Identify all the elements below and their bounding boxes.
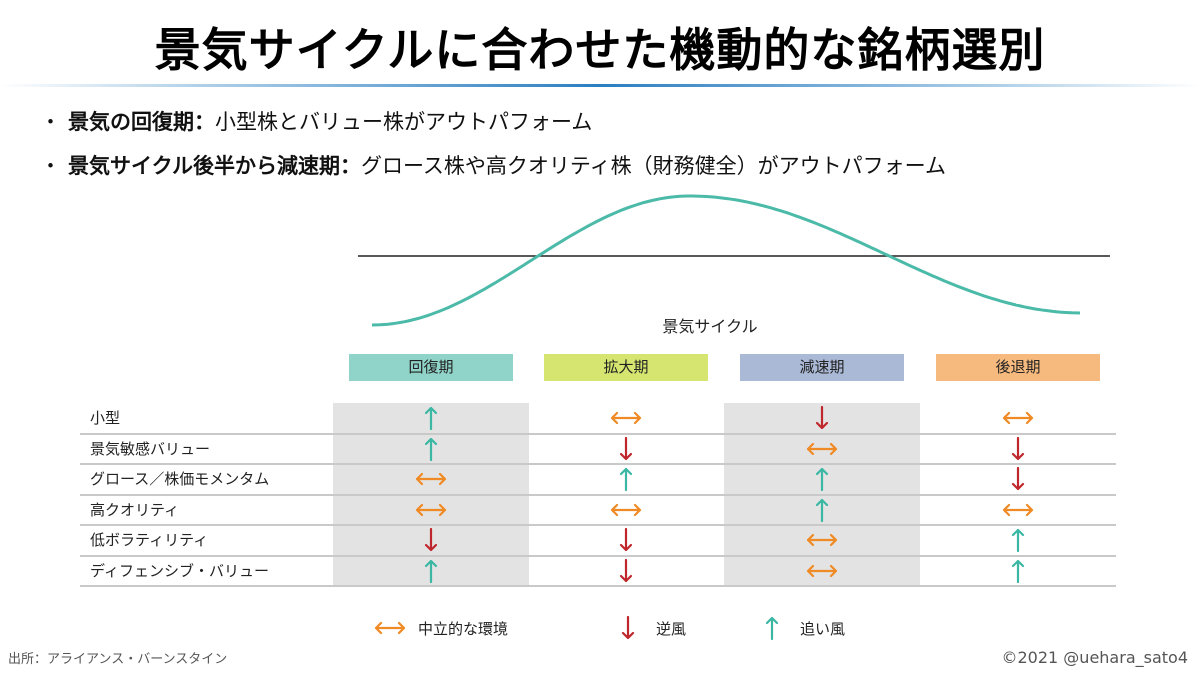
down-arrow-icon [815, 405, 829, 430]
neutral-arrow-icon [610, 503, 642, 516]
row-divider [80, 524, 1116, 526]
legend-symbol [608, 615, 648, 641]
signal-cell [596, 403, 656, 433]
up-arrow-icon [424, 559, 438, 583]
bullet-marker: ・ [40, 154, 61, 178]
row-label: 低ボラティリティ [90, 531, 209, 549]
signal-cell [401, 464, 461, 494]
neutral-arrow-icon [1002, 411, 1034, 425]
legend-label: 逆風 [656, 619, 687, 638]
legend-item-up: 追い風 [752, 614, 845, 642]
bullet-heading: 景気の回復期： [68, 110, 215, 134]
signal-cell [401, 403, 461, 433]
signal-cell [792, 403, 852, 433]
down-arrow-icon [1011, 466, 1025, 491]
down-arrow-icon [619, 436, 633, 460]
signal-cell [596, 464, 656, 494]
signal-cell [988, 464, 1048, 494]
signal-cell [988, 434, 1048, 464]
signal-cell [792, 464, 852, 494]
up-arrow-icon [1011, 528, 1025, 553]
up-arrow-icon [619, 467, 633, 492]
phase-header: 減速期 [740, 354, 904, 381]
signal-cell [988, 525, 1048, 555]
signal-cell [988, 495, 1048, 525]
phase-header: 回復期 [349, 354, 513, 381]
row-label: グロース／株価モメンタム [90, 470, 270, 488]
neutral-arrow-icon [806, 533, 838, 547]
signal-cell [401, 525, 461, 555]
signal-cell [401, 556, 461, 586]
bullet-heading: 景気サイクル後半から減速期： [68, 154, 361, 178]
neutral-arrow-icon [1002, 503, 1034, 516]
title-divider [0, 84, 1200, 87]
signal-cell [988, 403, 1048, 433]
signal-cell [401, 495, 461, 525]
up-arrow-icon [815, 467, 829, 492]
down-arrow-icon [1011, 436, 1025, 460]
down-arrow-icon [621, 615, 635, 640]
bullet-text: グロース株や高クオリティ株（財務健全）がアウトパフォーム [360, 154, 947, 178]
row-label: 小型 [90, 409, 121, 427]
row-divider [80, 463, 1116, 465]
bullet-list: ・景気の回復期：小型株とバリュー株がアウトパフォーム ・景気サイクル後半から減速… [40, 104, 946, 192]
signal-cell [596, 556, 656, 586]
neutral-arrow-icon [415, 503, 447, 516]
legend-item-neutral: 中立的な環境 [370, 614, 508, 642]
bullet-item: ・景気の回復期：小型株とバリュー株がアウトパフォーム [40, 104, 946, 148]
signal-cell [596, 434, 656, 464]
neutral-arrow-icon [415, 472, 447, 486]
down-arrow-icon [619, 527, 633, 552]
up-arrow-icon [1011, 559, 1025, 583]
signal-cell [988, 556, 1048, 586]
copyright: ©2021 @uehara_sato4 [1001, 648, 1189, 667]
row-divider [80, 585, 1116, 587]
legend-symbol [370, 621, 410, 635]
row-label: ディフェンシブ・バリュー [90, 561, 269, 580]
signal-cell [596, 495, 656, 525]
up-arrow-icon [424, 437, 438, 461]
neutral-arrow-icon [806, 442, 838, 455]
cycle-label: 景気サイクル [662, 317, 758, 336]
signal-cell [792, 556, 852, 586]
row-divider [80, 493, 1116, 496]
phase-header: 後退期 [936, 354, 1100, 381]
signal-cell [401, 434, 461, 464]
phase-header: 拡大期 [544, 354, 708, 381]
bullet-item: ・景気サイクル後半から減速期：グロース株や高クオリティ株（財務健全）がアウトパフ… [40, 148, 946, 192]
row-divider [80, 554, 1116, 557]
legend-item-down: 逆風 [608, 614, 686, 642]
source-note: 出所：アライアンス・バーンスタイン [8, 652, 228, 667]
neutral-arrow-icon [806, 564, 838, 577]
down-arrow-icon [424, 527, 438, 552]
bullet-marker: ・ [40, 110, 61, 134]
legend-symbol [752, 615, 792, 641]
row-label: 高クオリティ [90, 500, 180, 519]
signal-cell [596, 525, 656, 555]
neutral-arrow-icon [610, 411, 642, 425]
neutral-arrow-icon [374, 621, 406, 635]
row-label: 景気敏感バリュー [90, 439, 211, 458]
row-divider [80, 432, 1116, 435]
bullet-text: 小型株とバリュー株がアウトパフォーム [215, 110, 593, 134]
cycle-curve [371, 194, 1081, 327]
legend-label: 中立的な環境 [418, 619, 509, 638]
down-arrow-icon [619, 558, 633, 582]
legend-label: 追い風 [800, 619, 846, 638]
signal-cell [792, 525, 852, 555]
up-arrow-icon [815, 498, 829, 522]
up-arrow-icon [424, 406, 438, 431]
signal-cell [792, 495, 852, 525]
up-arrow-icon [765, 616, 779, 641]
page-title: 景気サイクルに合わせた機動的な銘柄選別 [154, 23, 1046, 77]
signal-cell [792, 434, 852, 464]
